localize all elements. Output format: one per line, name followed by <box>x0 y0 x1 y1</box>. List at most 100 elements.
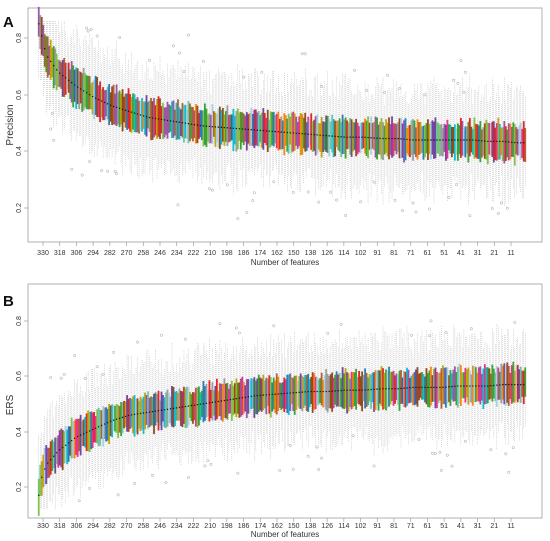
box <box>69 69 72 100</box>
median-point <box>412 386 414 389</box>
box <box>404 118 407 161</box>
box <box>51 439 54 472</box>
median-point <box>331 390 333 392</box>
box <box>281 120 284 149</box>
outlier-point <box>507 470 511 474</box>
median-point <box>283 392 285 395</box>
outlier-point <box>278 469 282 472</box>
box <box>308 378 311 408</box>
y-tick-label: 0.6 <box>16 90 23 100</box>
outlier-point <box>62 373 66 376</box>
box <box>347 122 350 149</box>
box <box>115 84 118 126</box>
median-point <box>232 398 235 400</box>
median-point <box>184 405 187 408</box>
median-point <box>445 139 447 141</box>
box <box>386 371 389 408</box>
box <box>409 124 411 158</box>
median-point <box>424 139 426 141</box>
box <box>419 372 422 398</box>
box <box>483 364 486 405</box>
box <box>488 122 491 155</box>
box <box>335 371 338 407</box>
outlier-point <box>496 211 500 215</box>
box <box>446 367 449 404</box>
box <box>151 101 154 140</box>
box <box>302 376 305 409</box>
box <box>105 407 108 442</box>
box <box>256 378 259 415</box>
panel-b-y-axis: 0.2 0.4 0.6 0.8 <box>16 316 28 492</box>
outlier-point <box>462 90 466 94</box>
box <box>215 114 218 143</box>
box <box>409 377 411 403</box>
box <box>494 127 497 161</box>
box <box>477 367 480 402</box>
box <box>310 376 313 405</box>
median-point <box>340 389 342 392</box>
box <box>331 114 334 153</box>
median-point <box>472 385 474 387</box>
median-point <box>328 390 330 393</box>
median-point <box>38 494 40 496</box>
outlier-point <box>490 207 494 210</box>
box <box>265 377 268 415</box>
box <box>462 372 465 399</box>
median-point <box>370 137 372 139</box>
median-point <box>319 134 321 136</box>
outlier-point <box>251 199 255 203</box>
median-point <box>343 136 345 138</box>
median-point <box>85 431 88 434</box>
box <box>353 372 356 406</box>
box <box>320 116 323 158</box>
outlier-point <box>291 191 295 194</box>
outlier-point <box>417 438 421 441</box>
box <box>130 398 133 428</box>
box <box>61 429 64 471</box>
box <box>90 83 93 110</box>
median-point <box>463 385 465 387</box>
median-point <box>53 455 55 457</box>
median-point <box>307 390 309 393</box>
median-point <box>358 389 360 391</box>
median-point <box>67 442 70 444</box>
box <box>385 119 387 153</box>
outlier-point <box>438 450 442 454</box>
median-point <box>508 141 510 143</box>
box <box>223 114 226 146</box>
median-point <box>520 383 522 386</box>
box <box>515 127 518 155</box>
box <box>172 100 175 138</box>
box <box>263 112 266 143</box>
outlier-point <box>272 324 276 328</box>
outlier-point <box>59 376 63 380</box>
box <box>394 123 396 152</box>
median-point <box>133 413 136 416</box>
box <box>349 117 352 155</box>
box <box>335 120 338 147</box>
box <box>262 108 265 150</box>
median-point <box>103 423 106 425</box>
median-point <box>442 386 444 389</box>
box <box>259 115 262 143</box>
box <box>293 113 296 151</box>
box <box>395 373 398 401</box>
median-point <box>196 403 199 406</box>
box <box>374 116 377 158</box>
box <box>494 372 497 402</box>
box <box>61 59 64 97</box>
box <box>55 53 58 91</box>
box <box>370 116 372 155</box>
box <box>212 111 215 137</box>
outlier-point <box>83 377 87 380</box>
median-point <box>376 388 378 390</box>
median-point <box>394 137 396 140</box>
box <box>403 120 405 163</box>
box <box>187 101 190 144</box>
box <box>358 126 360 153</box>
median-point <box>211 125 214 128</box>
median-point <box>253 129 256 131</box>
box <box>479 366 482 405</box>
median-point <box>406 138 408 141</box>
median-point <box>334 135 336 138</box>
